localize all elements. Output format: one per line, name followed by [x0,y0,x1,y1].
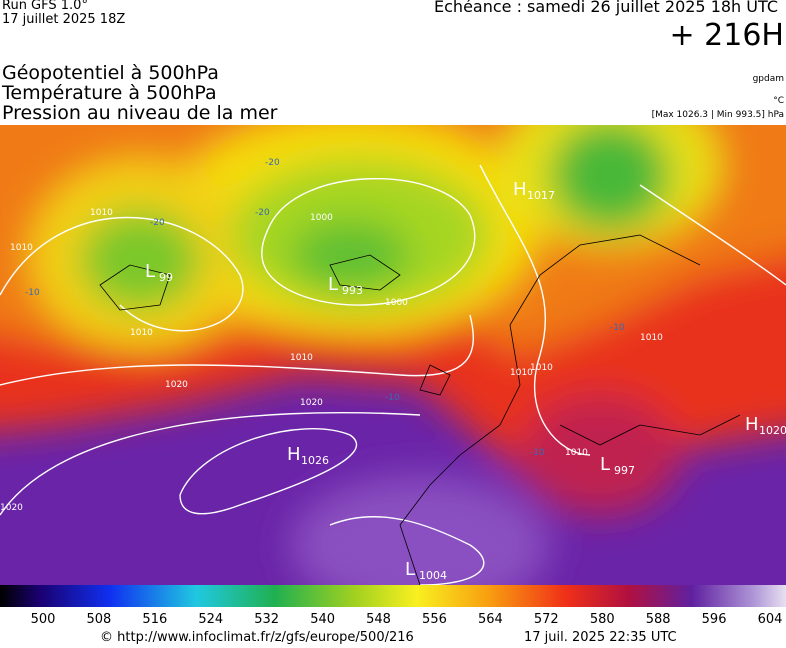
isobar-label: 1010 [565,448,588,458]
center-value: 997 [614,464,635,477]
center-type: H [513,179,527,200]
colorbar-label: 604 [758,612,783,627]
isobar-label: 1020 [300,398,323,408]
source-url: © http://www.infoclimat.fr/z/gfs/europe/… [100,630,414,645]
center-value: 993 [342,284,363,297]
isotherm-label: -20 [255,208,270,218]
valid-time: Echéance : samedi 26 juillet 2025 18h UT… [434,0,778,16]
colorbar: 500 508 516 524 532 540 548 556 564 572 580 588 596 6… [0,585,786,627]
lead-time: + 216H [669,18,785,53]
isobar-label: 1010 [10,243,33,253]
colorbar-label: 500 [31,612,56,627]
center-type: L [328,274,338,295]
isotherm-label: -10 [25,288,40,298]
field: Température à 500hPa [2,82,217,104]
isobar-label: 1010 [290,353,313,363]
colorbar-label: 516 [142,612,167,627]
isobar-label: 1010 [510,368,533,378]
isobar-label: 1000 [310,213,333,223]
isobars [0,164,786,585]
isobar-label: 1010 [90,208,113,218]
center-value: 1020 [759,424,786,437]
center-value: 1004 [419,569,447,582]
isotherm-label: -10 [610,323,625,333]
colorbar-label: 572 [534,612,559,627]
colorbar-label: 588 [646,612,671,627]
center-type: L [405,559,415,580]
colorbar-label: 508 [87,612,112,627]
isotherm-label: -10 [530,448,545,458]
run-date: 17 juillet 2025 18Z [2,12,126,27]
isotherm-label: -10 [385,393,400,403]
isobar-label: 1010 [640,333,663,343]
colorbar-scale [0,585,786,607]
run: Run GFS 1.0° [2,0,88,13]
colorbar-label: 548 [366,612,391,627]
center-type: H [745,414,759,435]
colorbar-label: 564 [478,612,503,627]
isotherm-label: -20 [150,218,165,228]
colorbar-label: 556 [422,612,447,627]
unit: °C [773,96,784,106]
isobar-label: 1010 [530,363,553,373]
isobar-label: 1010 [130,328,153,338]
center-type: L [600,454,610,475]
isotherm-label: -20 [265,158,280,168]
unit: gpdam [752,74,784,84]
colorbar-label: 580 [590,612,615,627]
field-shading [0,125,786,585]
colorbar-label: 524 [198,612,223,627]
colorbar-label: 540 [310,612,335,627]
center-value: 1026 [301,454,329,467]
center-value: 1017 [527,189,555,202]
center-type: H [287,444,301,465]
generated-time: 17 juil. 2025 22:35 UTC [524,630,677,645]
center-type: L [145,261,155,282]
coastlines [99,234,741,585]
center-value: 99 [159,271,173,284]
field: Pression au niveau de la mer [2,102,278,124]
colorbar-label: 596 [702,612,727,627]
isobar-label: 1020 [0,503,23,513]
unit: [Max 1026.3 | Min 993.5] hPa [651,110,784,120]
field: Géopotentiel à 500hPa [2,62,219,84]
isobar-label: 1020 [165,380,188,390]
colorbar-label: 532 [254,612,279,627]
isobar-label: 1000 [385,298,408,308]
